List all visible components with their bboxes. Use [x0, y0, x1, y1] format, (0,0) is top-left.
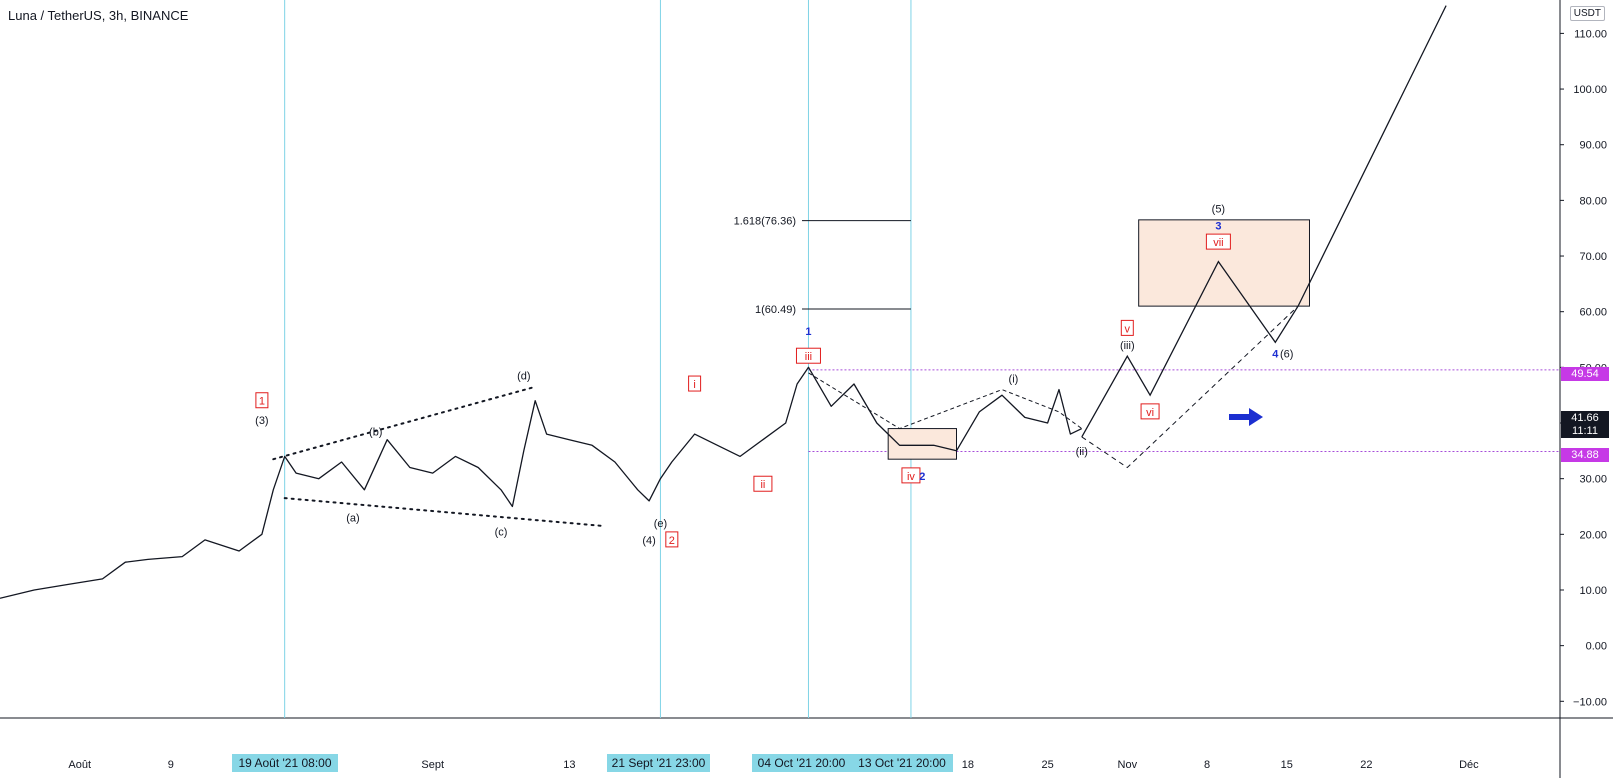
- correction-dashed-path: [808, 372, 1083, 430]
- wave-label-7: (4): [642, 535, 655, 547]
- wave-label-22: vii: [1213, 237, 1223, 249]
- x-tick-label-6: 18: [962, 759, 974, 771]
- wave-box-8: [665, 531, 679, 548]
- price-line: [0, 366, 1083, 599]
- wave-label-20: (5): [1212, 204, 1225, 216]
- fib-label-1: 1(60.49): [755, 304, 796, 316]
- x-tick-label-1: 9: [168, 759, 174, 771]
- wave-box-13: [901, 467, 921, 484]
- x-badge-4: 13 Oct '21 20:00: [851, 754, 953, 772]
- wave-label-24: (6): [1280, 348, 1293, 360]
- y-tick-label-12: −10.00: [1573, 696, 1607, 708]
- y-tick-label-0: 110.00: [1574, 28, 1607, 40]
- x-badge-3: 04 Oct '21 20:00: [752, 754, 851, 772]
- wave-label-3: (d): [517, 371, 530, 383]
- wave-label-23: 4: [1272, 348, 1279, 360]
- wave-label-0: 1: [259, 396, 265, 408]
- wedge-line-1: [283, 497, 605, 527]
- y-tick-label-8: 30.00: [1579, 474, 1607, 486]
- y-tick-label-10: 10.00: [1579, 585, 1607, 597]
- wave-label-18: (iii): [1120, 340, 1135, 352]
- x-tick-label-8: Nov: [1118, 759, 1138, 771]
- fib-label-0: 1.618(76.36): [734, 216, 796, 228]
- x-tick-label-10: 15: [1281, 759, 1293, 771]
- y-tick-label-9: 20.00: [1579, 529, 1607, 541]
- x-tick-label-7: 25: [1041, 759, 1053, 771]
- x-tick-label-0: Août: [68, 759, 91, 771]
- wave-label-14: 2: [919, 471, 925, 483]
- wave-label-19: vi: [1146, 407, 1154, 419]
- y-tick-label-11: 0.00: [1586, 641, 1607, 653]
- y-tick-label-2: 90.00: [1579, 140, 1607, 152]
- x-tick-label-9: 8: [1204, 759, 1210, 771]
- wave-label-4: (a): [346, 513, 359, 525]
- x-tick-label-12: Déc: [1459, 759, 1479, 771]
- x-tick-label-4: 13: [563, 759, 575, 771]
- projection-dashed-path: [1081, 305, 1299, 469]
- wave-box-17: [1120, 319, 1134, 336]
- wave-box-9: [688, 375, 702, 392]
- target-box-1: [1138, 219, 1310, 307]
- wave-label-5: (c): [495, 527, 508, 539]
- y-tick-label-3: 80.00: [1579, 195, 1607, 207]
- wedge-line-0: [272, 385, 537, 461]
- x-badge-1: 19 Août '21 08:00: [232, 754, 338, 772]
- wave-label-2: (b): [369, 426, 382, 438]
- wave-label-1: (3): [255, 415, 268, 427]
- wave-box-12: [795, 347, 821, 364]
- x-tick-label-3: Sept: [421, 759, 444, 771]
- y-tick-label-1: 100.00: [1573, 84, 1607, 96]
- wave-label-16: (ii): [1076, 446, 1088, 458]
- wave-label-9: i: [693, 379, 695, 391]
- x-tick-label-11: 22: [1360, 759, 1372, 771]
- price-badge-lower: 34.88: [1561, 448, 1609, 462]
- last-price-badge: 41.66: [1561, 411, 1609, 425]
- last-time-badge: 11:11: [1561, 424, 1609, 438]
- blue-arrow-icon: [1229, 408, 1263, 426]
- wave-label-17: v: [1125, 323, 1131, 335]
- wave-box-19: [1140, 403, 1160, 420]
- wave-label-10: ii: [760, 479, 765, 491]
- y-tick-label-5: 60.00: [1579, 307, 1607, 319]
- wave-label-6: (e): [654, 518, 667, 530]
- y-tick-label-4: 70.00: [1579, 251, 1607, 263]
- wave-label-11: 1: [805, 326, 811, 338]
- wave-box-22: [1205, 233, 1231, 250]
- currency-badge[interactable]: USDT: [1569, 6, 1605, 21]
- target-box-0: [887, 428, 957, 460]
- chart-title: Luna / TetherUS, 3h, BINANCE: [8, 8, 189, 23]
- x-badge-2: 21 Sept '21 23:00: [607, 754, 710, 772]
- wave-label-15: (i): [1009, 373, 1019, 385]
- wave-label-8: 2: [669, 535, 675, 547]
- wave-label-12: iii: [805, 351, 812, 363]
- price-badge-upper: 49.54: [1561, 367, 1609, 381]
- wave-label-13: iv: [907, 471, 915, 483]
- wave-box-0: [255, 392, 269, 409]
- wave-label-21: 3: [1215, 220, 1221, 232]
- wave-box-10: [753, 475, 773, 492]
